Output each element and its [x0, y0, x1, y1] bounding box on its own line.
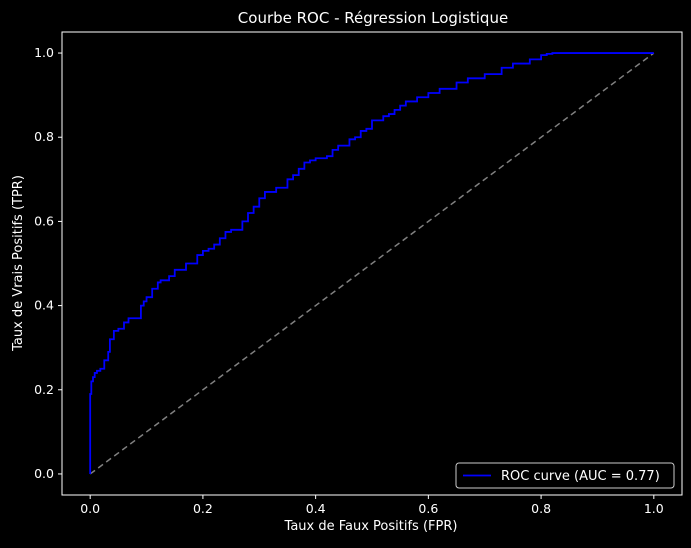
legend-label-roc: ROC curve (AUC = 0.77): [501, 469, 660, 484]
y-tick-label: 1.0: [34, 45, 54, 60]
chance-diagonal-line: [89, 52, 655, 475]
y-axis-label: Taux de Vrais Positifs (TPR): [11, 175, 26, 352]
y-tick-label: 0.0: [34, 466, 54, 481]
x-tick-label: 0.2: [193, 501, 213, 516]
x-tick-label: 0.0: [80, 501, 100, 516]
chart-title: Courbe ROC - Régression Logistique: [238, 9, 508, 27]
x-axis-label: Taux de Faux Positifs (FPR): [284, 519, 458, 534]
x-tick-label: 0.6: [418, 501, 438, 516]
y-tick-label: 0.6: [34, 213, 54, 228]
x-axis-ticks: 0.0 0.2 0.4 0.6 0.8 1.0: [80, 495, 664, 516]
x-tick-label: 0.8: [531, 501, 551, 516]
y-axis-ticks: 0.0 0.2 0.4 0.6 0.8 1.0: [34, 45, 62, 481]
plot-area-frame: [61, 31, 683, 496]
y-tick-label: 0.2: [34, 382, 54, 397]
plot-series: [89, 52, 655, 475]
roc-curve-line: [89, 52, 654, 474]
legend-box: [455, 462, 675, 489]
x-tick-label: 0.4: [306, 501, 326, 516]
x-tick-label: 1.0: [644, 501, 664, 516]
y-tick-label: 0.8: [34, 129, 54, 144]
legend: ROC curve (AUC = 0.77): [455, 462, 675, 489]
y-tick-label: 0.4: [34, 298, 54, 313]
